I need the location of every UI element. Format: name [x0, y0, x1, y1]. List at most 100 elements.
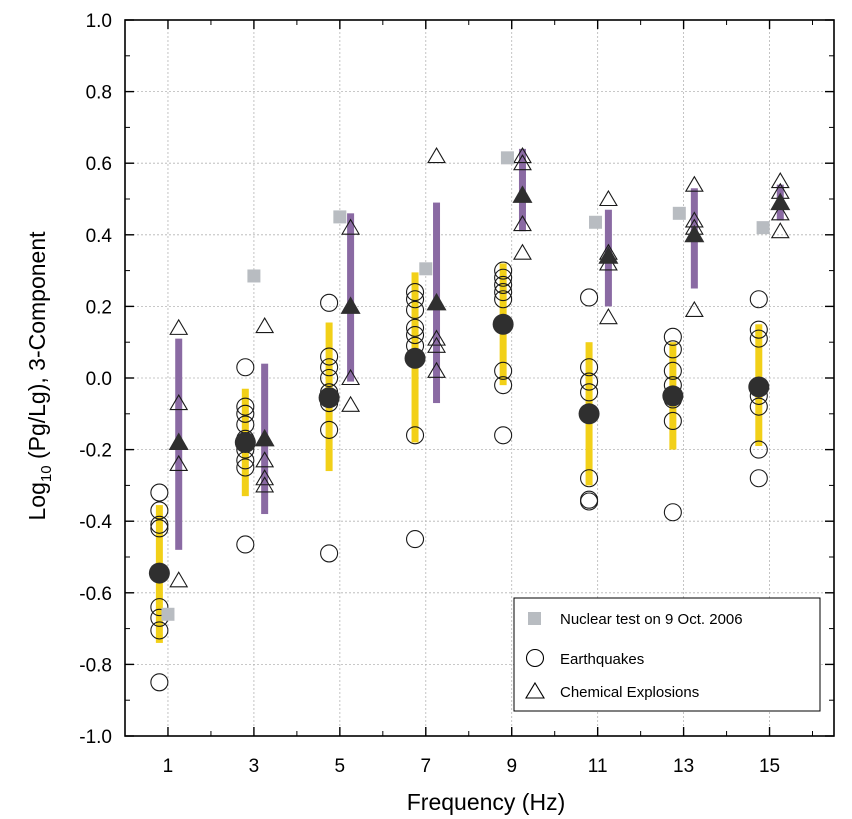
earthquake-point	[494, 376, 513, 395]
earthquake-point	[663, 411, 682, 431]
explosion-mean-marker	[168, 432, 189, 450]
explosion-point	[255, 476, 275, 493]
explosion-mean-marker	[598, 246, 619, 264]
earthquake-point	[580, 492, 599, 511]
earthquake-point	[405, 530, 425, 549]
earthquake-point	[320, 368, 339, 388]
y-tick-label: -0.6	[79, 584, 112, 605]
y-tick-label: 0.0	[86, 369, 112, 390]
nuclear-test-point	[247, 269, 261, 283]
explosion-point	[169, 393, 189, 411]
explosion-point	[341, 218, 361, 235]
earthquake-point	[236, 404, 255, 423]
explosion-point	[770, 204, 790, 221]
tick-labels: -1.0-0.8-0.6-0.4-0.20.00.20.40.60.81.01 3…	[79, 11, 780, 777]
range-bars	[155, 148, 784, 643]
explosion-point	[513, 154, 532, 171]
x-tick-label: 9	[506, 756, 517, 777]
explosion-point	[427, 336, 446, 353]
explosion-point	[427, 361, 446, 378]
explosion-point	[598, 189, 618, 207]
x-tick-label: 13	[673, 756, 694, 777]
earthquake-mean-marker	[234, 431, 256, 453]
earthquake-point	[236, 535, 255, 554]
earthquake-point	[749, 397, 768, 416]
earthquake-point	[320, 347, 339, 366]
legend: Nuclear test on 9 Oct. 2006 Earthquakes …	[513, 597, 821, 712]
explosion-point	[169, 454, 189, 471]
earthquake-mean-marker	[404, 347, 426, 369]
earthquake-point	[320, 293, 339, 312]
earthquake-mean-marker	[578, 403, 600, 425]
legend-label-earthquakes: Earthquakes	[560, 651, 644, 668]
earthquake-point	[494, 261, 513, 280]
earthquake-point	[749, 329, 768, 348]
explosion-mean-marker	[426, 292, 447, 311]
legend-box	[513, 597, 821, 712]
earthquake-mean-marker	[318, 387, 340, 409]
nuclear-test-point	[589, 215, 603, 229]
earthquake-point	[580, 372, 599, 391]
earthquake-point	[663, 361, 682, 380]
y-tick-label: 0.6	[86, 154, 112, 175]
y-tick-label: 0.4	[86, 226, 113, 247]
explosion-point	[341, 368, 361, 386]
explosion-point	[598, 308, 618, 325]
y-axis-title: Log10 (Pg/Lg), 3-Component	[24, 231, 55, 521]
earthquake-point	[320, 358, 339, 377]
earthquake-point	[749, 469, 768, 488]
explosion-point	[513, 146, 532, 164]
explosion-mean-marker	[254, 428, 275, 447]
explosion-point	[255, 451, 275, 468]
x-tick-label: 5	[335, 756, 346, 777]
explosion-mean-marker	[512, 185, 533, 203]
earthquake-point	[580, 383, 599, 402]
explosion-point	[427, 146, 446, 164]
earthquake-mean-marker	[748, 376, 770, 398]
earthquake-point	[150, 673, 169, 692]
earthquake-point	[405, 290, 425, 309]
x-axis-title: Frequency (Hz)	[407, 789, 565, 815]
explosion-point	[513, 243, 532, 260]
earthquake-point	[580, 288, 599, 307]
earthquake-point	[405, 426, 425, 445]
earthquake-point	[663, 327, 682, 346]
axis-ticks	[125, 19, 834, 737]
earthquake-point	[663, 340, 682, 359]
earthquake-point	[494, 290, 513, 309]
earthquake-point	[150, 621, 169, 640]
y-tick-label: 0.2	[86, 297, 112, 318]
earthquake-point	[494, 268, 513, 287]
earthquake-point	[150, 598, 169, 617]
explosion-point	[169, 318, 189, 335]
y-tick-label: 0.8	[86, 83, 112, 104]
explosion-point	[513, 214, 532, 232]
explosion-point	[427, 329, 446, 346]
legend-label-chemical-explosions: Chemical Explosions	[560, 684, 699, 701]
data-points	[150, 146, 790, 692]
earthquake-point	[663, 503, 682, 522]
earthquake-point	[150, 519, 169, 538]
earthquake-point	[749, 440, 768, 459]
legend-nuclear-square-icon	[528, 612, 541, 625]
explosion-mean-marker	[340, 296, 361, 314]
y-axis-title-rest: (Pg/Lg), 3-Component	[24, 231, 50, 466]
earthquake-point	[494, 361, 513, 380]
earthquake-point	[749, 290, 768, 309]
earthquake-point	[405, 325, 425, 345]
y-tick-label: 1.0	[86, 11, 112, 32]
nuclear-test-point	[756, 221, 770, 235]
nuclear-test-point	[333, 210, 347, 224]
x-tick-label: 15	[759, 756, 780, 777]
explosion-mean-marker	[770, 192, 791, 211]
nuclear-test-point	[500, 151, 514, 165]
earthquake-point	[580, 469, 599, 488]
mean-markers	[148, 185, 791, 584]
earthquake-point	[320, 420, 339, 439]
earthquake-point	[236, 397, 255, 416]
earthquake-mean-marker	[492, 313, 514, 335]
earthquake-mean-marker	[662, 385, 684, 407]
explosion-point	[255, 317, 275, 334]
y-tick-label: -1.0	[79, 727, 112, 748]
